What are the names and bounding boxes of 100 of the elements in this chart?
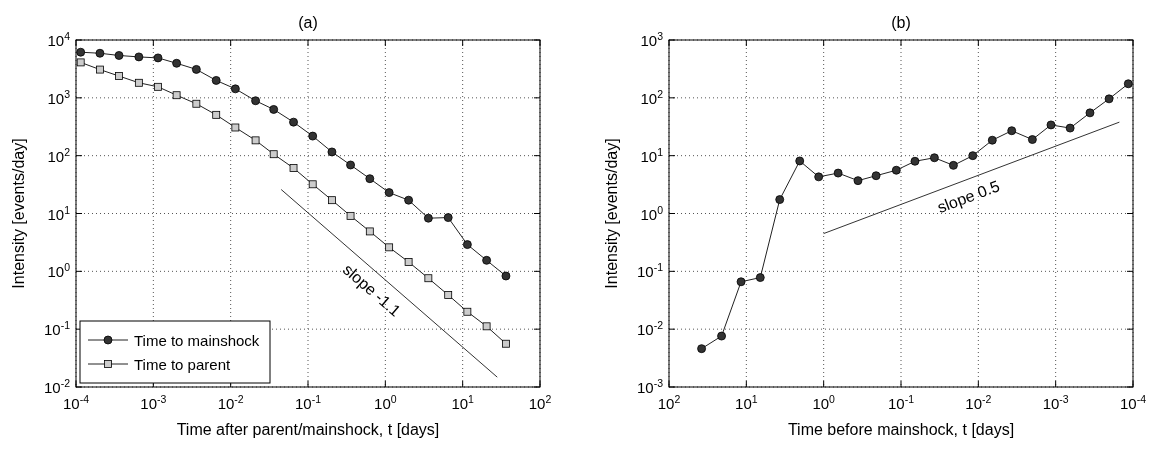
annotation: slope 0.5 [935, 177, 1003, 217]
legend-label: Time to parent [134, 356, 231, 373]
point [269, 105, 279, 114]
point [736, 277, 746, 287]
y-tick-label: 10$^{0}$ [47, 261, 71, 281]
point [775, 195, 785, 204]
point [115, 72, 123, 80]
y-tick-label: 10$^{4}$ [47, 30, 71, 49]
x-tick-label: 10$^{-4}$ [62, 393, 90, 412]
point [949, 160, 958, 170]
point [269, 150, 278, 159]
point [1007, 126, 1017, 136]
point [968, 151, 978, 161]
y-tick-label: 10$^{1}$ [47, 203, 71, 223]
y-tick-label: 10$^{-2}$ [636, 319, 664, 339]
y-tick-label: 10$^{-3}$ [636, 377, 664, 396]
point [172, 58, 182, 68]
point [191, 65, 201, 74]
point [289, 117, 298, 127]
point [482, 255, 492, 265]
point [1065, 123, 1075, 133]
point [134, 52, 144, 62]
x-tick-label: 10$^{-1}$ [887, 393, 915, 412]
x-tick-label: 10$^{1}$ [735, 393, 758, 412]
point [251, 136, 260, 145]
point [443, 213, 453, 222]
x-tick-label: 10$^{-2}$ [965, 393, 992, 412]
point [230, 84, 240, 94]
x-tick-label: 10$^{-3}$ [1042, 393, 1069, 412]
point [172, 91, 181, 100]
point [987, 135, 997, 145]
point [231, 123, 240, 132]
y-tick-label: 10$^{-1}$ [636, 261, 664, 281]
point [346, 211, 355, 220]
point [251, 96, 260, 106]
point [697, 344, 706, 354]
point [95, 48, 105, 58]
x-tick-label: 10$^{0}$ [374, 393, 397, 412]
point [365, 174, 375, 184]
point [192, 99, 201, 108]
point [346, 160, 355, 170]
point [1046, 120, 1056, 130]
point [328, 196, 336, 205]
point [308, 180, 317, 189]
x-tick-label: 10$^{-3}$ [140, 393, 167, 412]
point [76, 47, 86, 57]
point [1085, 108, 1095, 118]
point [929, 153, 939, 163]
point [833, 168, 843, 178]
point [76, 58, 85, 67]
point [404, 195, 414, 205]
point [134, 78, 143, 87]
point [891, 165, 901, 175]
y-tick-label: 10$^{1}$ [640, 145, 664, 165]
point [212, 110, 221, 119]
point [462, 240, 472, 249]
chart-title: (a) [298, 14, 318, 31]
point [114, 51, 124, 60]
point [1104, 94, 1114, 104]
x-axis-title: Time before mainshock, t [days] [787, 421, 1015, 438]
x-tick-label: 10$^{2}$ [657, 393, 681, 412]
point [424, 274, 433, 283]
point [717, 331, 726, 341]
point [404, 258, 413, 266]
point [1027, 135, 1037, 144]
point [365, 227, 374, 236]
point [211, 76, 221, 85]
y-axis-title: Intensity [events/day] [10, 138, 27, 289]
point [501, 271, 511, 281]
y-tick-label: 10$^{-1}$ [43, 319, 71, 339]
x-tick-label: 10$^{2}$ [528, 393, 552, 412]
legend-label: Time to mainshock [134, 332, 260, 349]
chart-title: (b) [891, 14, 911, 31]
point [423, 213, 433, 223]
point [482, 322, 491, 331]
y-tick-label: 10$^{3}$ [640, 30, 664, 49]
point [384, 188, 394, 197]
point [154, 82, 162, 91]
x-tick-label: 10$^{0}$ [812, 393, 836, 412]
point [96, 65, 104, 74]
y-tick-label: 10$^{0}$ [640, 203, 664, 223]
x-tick-label: 10$^{-1}$ [294, 393, 322, 412]
y-axis-title: Intensity [events/day] [603, 138, 620, 289]
point [502, 339, 510, 348]
point [814, 172, 824, 182]
x-tick-label: 10$^{1}$ [451, 393, 475, 412]
point [327, 147, 337, 157]
y-tick-label: 10$^{2}$ [47, 145, 71, 165]
point [871, 171, 881, 181]
y-tick-label: 10$^{-2}$ [43, 377, 71, 396]
point [795, 156, 805, 166]
point [755, 273, 765, 282]
y-tick-label: 10$^{2}$ [640, 87, 664, 107]
point [444, 291, 453, 299]
point [385, 243, 394, 252]
x-tick-label: 10$^{-2}$ [217, 393, 244, 412]
point [153, 53, 163, 63]
point [289, 164, 298, 172]
y-tick-label: 10$^{3}$ [47, 87, 71, 107]
x-tick-label: 10$^{-4}$ [1119, 393, 1147, 412]
